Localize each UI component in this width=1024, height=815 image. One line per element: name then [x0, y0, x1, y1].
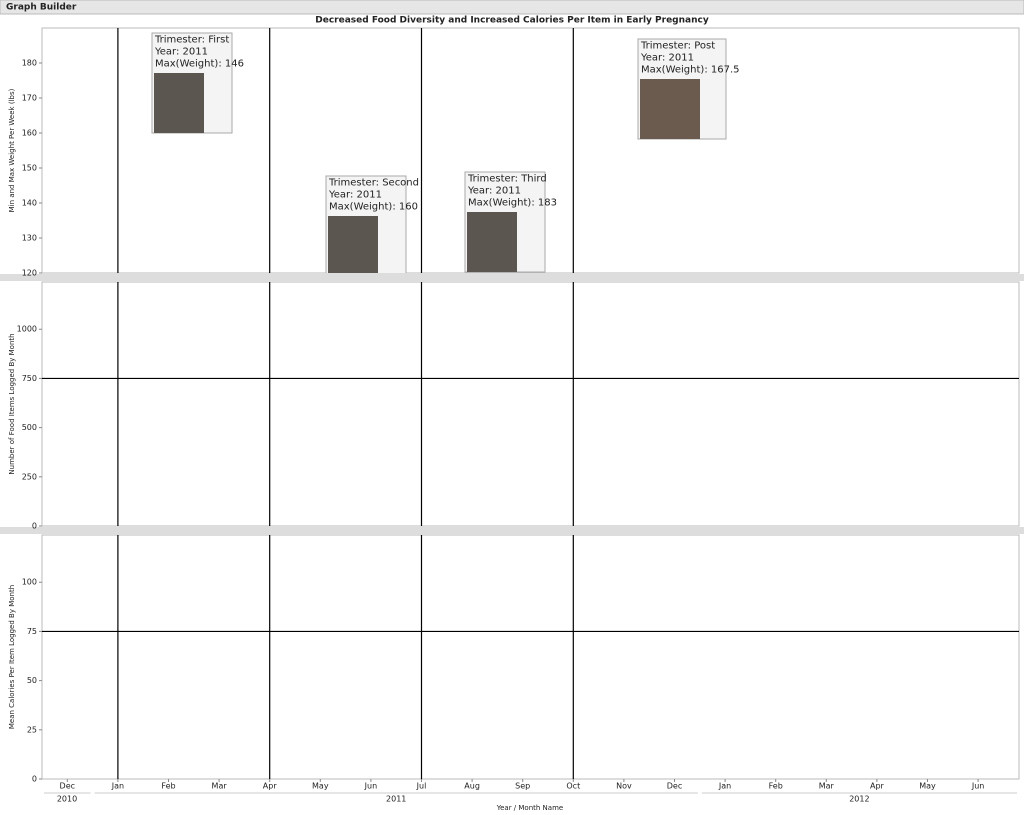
annotation-photo: [154, 73, 204, 133]
y-tick-label: 50: [27, 676, 37, 685]
x-tick-label: Dec: [667, 782, 682, 791]
panel-separator: [0, 527, 1024, 534]
x-tick-label: May: [919, 782, 936, 791]
panel-separator: [0, 274, 1024, 281]
x-tick-label: Aug: [464, 782, 480, 791]
y-tick-label: 750: [22, 374, 37, 383]
x-tick-label: Sep: [515, 782, 530, 791]
x-tick-label: Jun: [364, 782, 378, 791]
y-tick-label: 130: [22, 234, 37, 243]
x-tick-label: Apr: [870, 782, 885, 791]
header-bar: [0, 0, 1024, 15]
x-tick-label: Feb: [161, 782, 175, 791]
x-tick-label: Mar: [212, 782, 228, 791]
x-tick-label: Mar: [819, 782, 835, 791]
annotation-text: Trimester: Second: [328, 177, 419, 188]
x-tick-label: Jul: [416, 782, 427, 791]
x-tick-label: Jan: [718, 782, 731, 791]
x-tick-label: Oct: [566, 782, 580, 791]
y-axis-label: Mean Calories Per Item Logged By Month: [8, 585, 16, 729]
annotation-photo: [467, 212, 517, 272]
y-tick-label: 0: [32, 775, 37, 784]
annotation-photo: [328, 216, 378, 273]
header-title: Graph Builder: [6, 3, 77, 13]
y-tick-label: 75: [27, 627, 37, 636]
x-tick-label: Apr: [263, 782, 278, 791]
year-label: 2011: [386, 795, 406, 804]
y-tick-label: 25: [27, 725, 37, 734]
x-tick-label: Nov: [616, 782, 632, 791]
annotation-text: Trimester: Post: [640, 40, 715, 51]
annotation-text: Max(Weight): 146: [155, 58, 244, 69]
annotation-text: Trimester: Third: [467, 173, 547, 184]
annotation-text: Max(Weight): 167.5: [641, 64, 740, 75]
y-tick-label: 170: [22, 94, 37, 103]
x-tick-label: Feb: [769, 782, 783, 791]
plot-frame: [41, 534, 1020, 780]
chart-title: Decreased Food Diversity and Increased C…: [315, 16, 709, 26]
annotation-text: Year: 2011: [328, 189, 382, 200]
x-axis-label: Year / Month Name: [496, 804, 563, 812]
year-label: 2010: [57, 795, 77, 804]
annotation-text: Year: 2011: [467, 185, 521, 196]
y-tick-label: 120: [22, 269, 37, 278]
year-label: 2012: [849, 795, 869, 804]
y-tick-label: 500: [22, 423, 37, 432]
annotation-text: Trimester: First: [154, 34, 229, 45]
y-tick-label: 140: [22, 199, 37, 208]
y-axis-label: Number of Food Items Logged By Month: [8, 333, 16, 474]
y-tick-label: 100: [22, 578, 37, 587]
y-axis-label: Min and Max Weight Per Week (lbs): [8, 88, 16, 212]
y-tick-label: 250: [22, 472, 37, 481]
y-tick-label: 1000: [17, 325, 37, 334]
annotation-text: Max(Weight): 183: [468, 197, 557, 208]
annotation-text: Year: 2011: [154, 46, 208, 57]
y-tick-label: 150: [22, 164, 37, 173]
annotation-photo: [640, 79, 700, 139]
x-tick-label: Dec: [60, 782, 75, 791]
annotation-text: Year: 2011: [640, 52, 694, 63]
y-tick-label: 0: [32, 522, 37, 531]
plot-frame: [41, 281, 1020, 527]
x-tick-label: Jun: [971, 782, 985, 791]
x-tick-label: Jan: [111, 782, 124, 791]
x-tick-label: May: [312, 782, 329, 791]
y-tick-label: 180: [22, 59, 37, 68]
y-tick-label: 160: [22, 129, 37, 138]
annotation-text: Max(Weight): 160: [329, 201, 418, 212]
